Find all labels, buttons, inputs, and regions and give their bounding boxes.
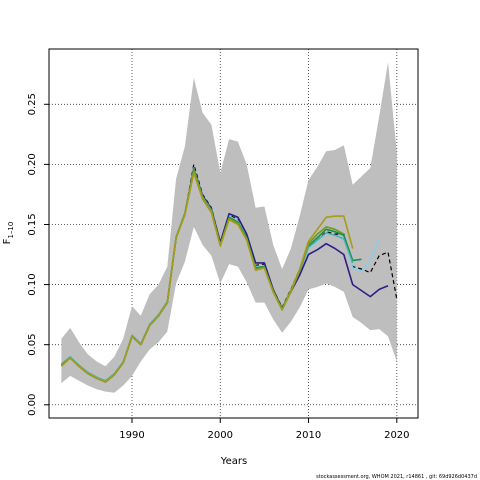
confidence-band [61,62,397,393]
y-tick-label: 0.15 [27,213,38,235]
y-axis-title-subscript: 1–10 [7,222,15,239]
y-axis-title-main: F [2,238,13,244]
plot-frame [48,48,419,419]
y-axis-ticks: 0.00 0.05 0.10 0.15 0.20 0.25 [27,93,49,416]
y-tick-label: 0.20 [27,153,38,175]
x-tick-label: 2010 [296,430,321,441]
confidence-band-layer [61,62,397,393]
x-axis-title: Years [220,456,247,467]
y-tick-label: 0.00 [27,394,38,416]
series-lines-layer [60,163,398,383]
y-axis-title: F1–10 [2,222,15,245]
footer-credit: stockassessment.org, WHOM 2021, r14861 ,… [316,474,477,480]
series-line-7 [60,172,354,383]
y-tick-label: 0.05 [27,334,38,356]
x-tick-label: 2020 [384,430,409,441]
x-axis-ticks: 1990 2000 2010 2020 [119,418,410,441]
x-tick-label: 1990 [119,430,144,441]
y-tick-label: 0.25 [27,93,38,115]
x-tick-label: 2000 [208,430,233,441]
y-tick-label: 0.10 [27,273,38,295]
